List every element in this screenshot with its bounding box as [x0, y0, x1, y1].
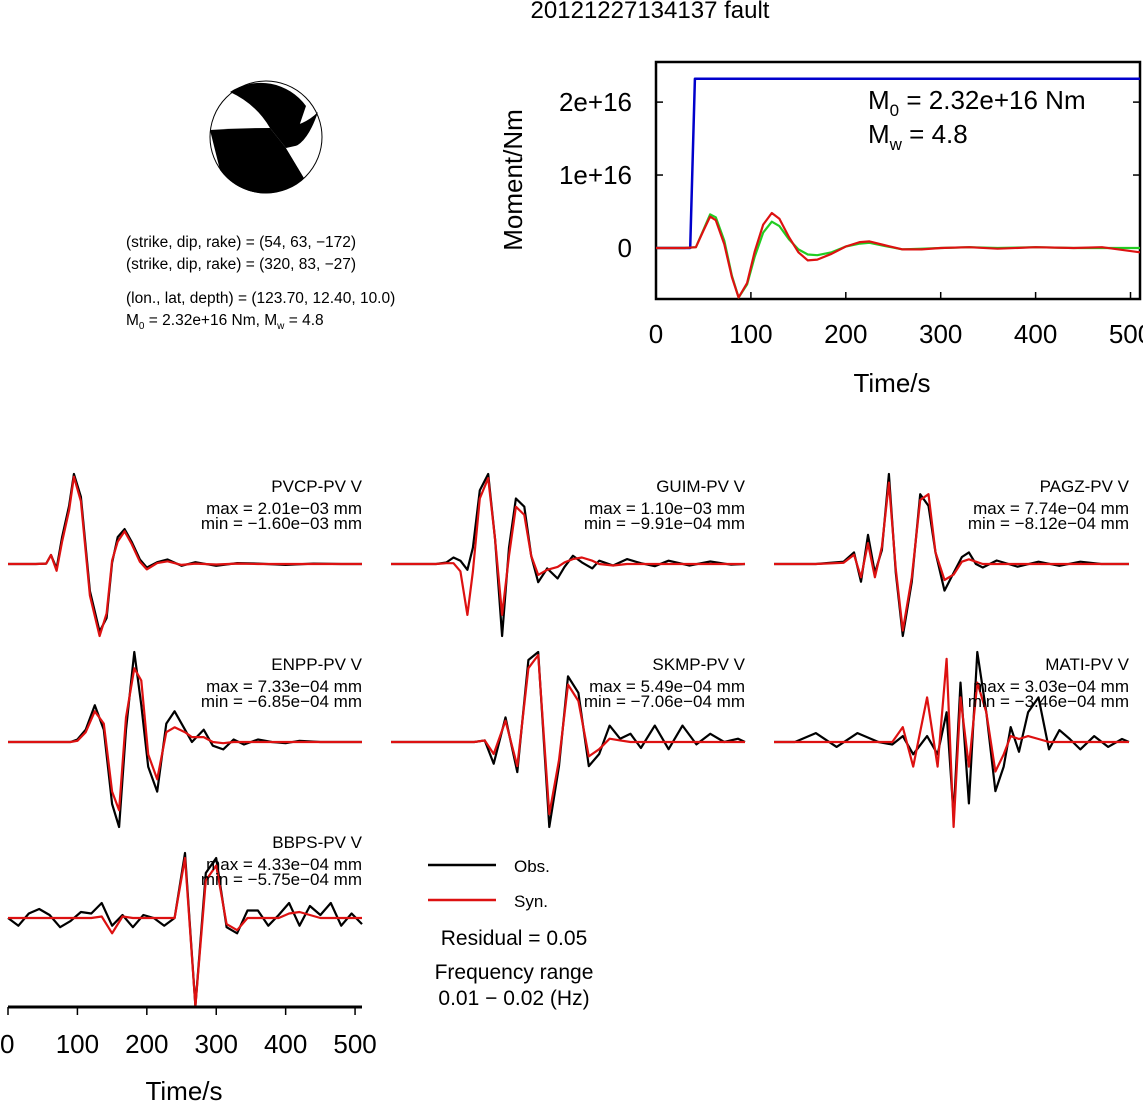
station-min-label: min = −6.85e−04 mm	[201, 692, 362, 711]
station-max-label: max = 1.10e−03 mm	[589, 499, 745, 518]
waveform-x-tick-label: 200	[125, 1029, 168, 1059]
station-max-label: max = 5.49e−04 mm	[589, 677, 745, 696]
station-max-label: max = 4.33e−04 mm	[206, 855, 362, 874]
station-max-label: max = 2.01e−03 mm	[206, 499, 362, 518]
observed-trace	[391, 472, 746, 638]
synthetic-trace	[774, 481, 1129, 632]
synthetic-trace	[774, 657, 1129, 829]
moment-x-tick-label: 200	[824, 319, 867, 349]
frequency-range-label: Frequency range	[435, 961, 594, 984]
waveform-x-tick-label: 500	[333, 1029, 376, 1059]
moment-y-tick-label: 2e+16	[559, 87, 632, 117]
station-label: PAGZ-PV V	[1040, 477, 1130, 496]
station-min-label: min = −3.46e−04 mm	[968, 692, 1129, 711]
station-label: MATI-PV V	[1045, 655, 1129, 674]
mechanism-moment: M0 = 2.32e+16 Nm, Mw = 4.8	[126, 312, 324, 332]
moment-x-axis-label: Time/s	[853, 368, 930, 398]
moment-axes: 0 100 200 300 400 500 0 1e+16 2e+16	[559, 60, 1143, 349]
moment-x-tick-label: 100	[729, 319, 772, 349]
moment-mw-label: Mw = 4.8	[868, 119, 968, 154]
synthetic-trace	[8, 475, 362, 638]
frequency-range-value: 0.01 − 0.02 (Hz)	[438, 987, 589, 1010]
observed-trace	[391, 650, 746, 829]
station-label: BBPS-PV V	[272, 833, 362, 852]
station-label: GUIM-PV V	[656, 477, 745, 496]
station-max-label: max = 7.74e−04 mm	[973, 499, 1129, 518]
synthetic-trace	[8, 856, 362, 1008]
synthetic-trace	[8, 667, 362, 812]
moment-y-tick-label: 1e+16	[559, 160, 632, 190]
figure-title: 20121227134137 fault	[531, 0, 770, 24]
mechanism-plane-1: (strike, dip, rake) = (54, 63, −172)	[126, 234, 356, 251]
station-max-label: max = 7.33e−04 mm	[206, 677, 362, 696]
moment-x-tick-label: 500	[1109, 319, 1143, 349]
station-min-label: min = −9.91e−04 mm	[584, 514, 745, 533]
waveform-x-tick-label: 400	[264, 1029, 307, 1059]
moment-x-tick-label: 400	[1014, 319, 1057, 349]
waveform-x-tick-label: 0	[0, 1029, 14, 1059]
waveform-x-axis-label: Time/s	[145, 1076, 222, 1103]
moment-x-tick-label: 0	[649, 319, 663, 349]
moment-series-line-2	[656, 211, 1140, 299]
moment-plot-frame	[654, 60, 1142, 301]
synthetic-trace	[391, 653, 745, 816]
residual-label: Residual = 0.05	[441, 927, 588, 950]
station-label: ENPP-PV V	[271, 655, 362, 674]
moment-x-tick-label: 300	[919, 319, 962, 349]
legend: Obs. Syn. Residual = 0.05 Frequency rang…	[428, 857, 593, 1010]
station-label: SKMP-PV V	[652, 655, 745, 674]
station-min-label: min = −7.06e−04 mm	[584, 692, 745, 711]
moment-series	[656, 77, 1140, 299]
moment-series-line-1	[656, 213, 1140, 299]
legend-syn-label: Syn.	[514, 892, 548, 911]
moment-panel: 0 100 200 300 400 500 0 1e+16 2e+16 M0 = 2.32e+1…	[498, 60, 1143, 398]
moment-m0-label: M0 = 2.32e+16 Nm	[868, 85, 1086, 120]
waveform-time-axis: 0 100 200 300 400 500	[0, 1005, 377, 1059]
station-min-label: min = −1.60e−03 mm	[201, 514, 362, 533]
beachball-icon	[209, 80, 323, 194]
mechanism-location: (lon., lat, depth) = (123.70, 12.40, 10.…	[126, 290, 395, 307]
station-min-label: min = −5.75e−04 mm	[201, 870, 362, 889]
legend-obs-label: Obs.	[514, 857, 550, 876]
synthetic-trace	[391, 477, 745, 617]
observed-trace	[7, 851, 363, 1008]
station-max-label: max = 3.03e−04 mm	[973, 677, 1129, 696]
moment-y-axis-label: Moment/Nm	[498, 109, 528, 251]
waveform-x-tick-label: 300	[195, 1029, 238, 1059]
moment-y-tick-label: 0	[618, 233, 632, 263]
waveform-x-tick-label: 100	[56, 1029, 99, 1059]
station-label: PVCP-PV V	[271, 477, 362, 496]
station-min-label: min = −8.12e−04 mm	[968, 514, 1129, 533]
mechanism-plane-2: (strike, dip, rake) = (320, 83, −27)	[126, 256, 356, 273]
